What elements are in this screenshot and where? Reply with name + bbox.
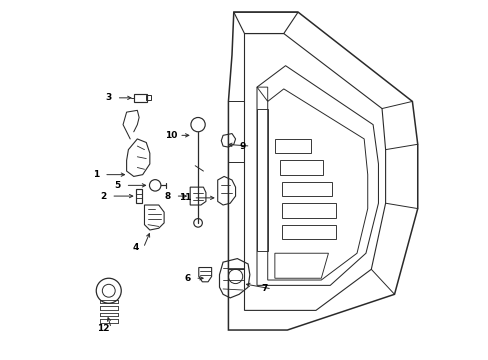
Text: 1: 1 [93, 170, 99, 179]
Text: 6: 6 [184, 274, 190, 283]
Text: 2: 2 [100, 192, 106, 201]
Bar [146, 95, 150, 100]
Text: 7: 7 [261, 284, 267, 293]
Bar [134, 94, 147, 102]
Text: 11: 11 [179, 193, 191, 202]
Text: 12: 12 [97, 324, 109, 333]
Text: 8: 8 [164, 192, 170, 201]
Text: 3: 3 [105, 93, 112, 102]
Text: 10: 10 [165, 131, 177, 140]
Text: 4: 4 [132, 243, 139, 252]
Text: 5: 5 [114, 181, 121, 190]
Bar [136, 189, 142, 203]
Text: 9: 9 [239, 141, 245, 150]
